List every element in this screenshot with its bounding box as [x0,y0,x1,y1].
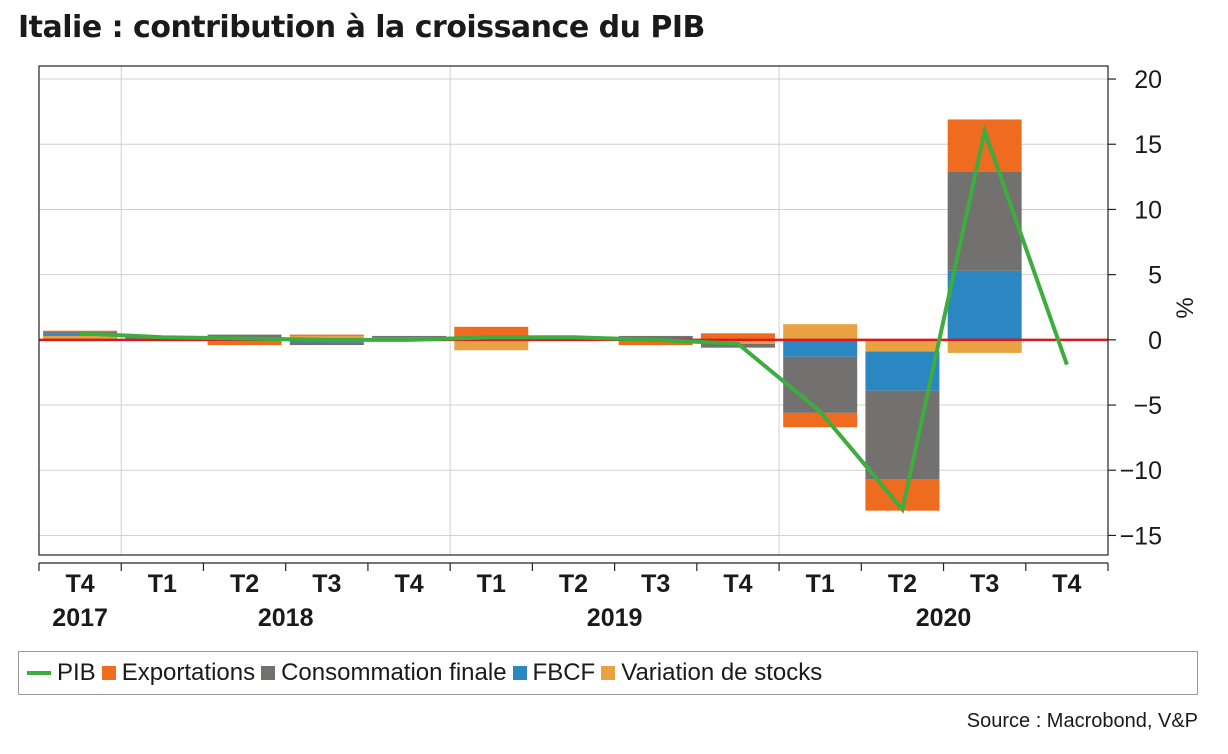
bar-consommation-finale [207,334,282,338]
bar-variation-de-stocks [865,339,940,352]
legend-label: Variation de stocks [621,659,823,686]
bar-exportations [207,341,282,346]
chart: −15 −10 −5 0 5 10 15 20% T4 T1 T2 T3 T4 T1 T2 T3 T4 T1 T2 T… [38,65,1199,632]
legend-item-variation-de-stocks: Variation de stocks [601,659,822,687]
year-label: 2020 [916,604,972,632]
x-tick-label: T2 [230,570,259,598]
bar-exportations [289,334,364,336]
legend-item-fbcf: FBCF [512,659,596,687]
year-label: 2017 [52,604,108,632]
year-label: 2019 [587,604,643,632]
bar-exportations [43,330,118,333]
legend-marker [601,666,616,680]
bar-fbcf [783,339,858,357]
bar-consommation-finale [43,332,118,334]
x-tick-label: T1 [148,570,177,598]
source-note: Source : Macrobond, V&P [966,710,1198,732]
y-tick-label: 5 [1148,262,1162,290]
x-tick-label: T3 [641,570,670,598]
legend-item-exportations: Exportations [101,659,256,687]
y-tick-label: 15 [1134,131,1162,159]
legend-label: PIB [57,659,96,686]
bar-exportations [618,341,693,346]
y-tick-label: −15 [1120,522,1162,550]
line-pib [80,123,1069,514]
x-tick-label: T4 [1052,570,1081,598]
legend-marker [512,666,527,680]
legend: PIB Exportations Consommation finale FBCF Va… [18,651,1198,695]
y-tick-label: −5 [1133,392,1162,420]
legend-item-consommation-finale: Consommation finale [261,659,507,687]
bar-fbcf [947,270,1022,340]
bar-variation-de-stocks [783,324,858,340]
bar-variation-de-stocks [947,339,1022,353]
y-tick-label: 10 [1134,196,1162,224]
legend-label: Consommation finale [281,659,507,686]
x-tick-label: T2 [559,570,588,598]
bar-consommation-finale [289,342,364,346]
bar-variation-de-stocks [454,339,529,351]
bar-consommation-finale [783,356,858,413]
year-label: 2018 [258,604,314,632]
chart-title: Italie : contribution à la croissance du… [18,10,705,45]
x-tick-label: T3 [312,570,341,598]
legend-label: Exportations [121,659,256,686]
legend-label: FBCF [532,659,596,686]
legend-marker [101,666,116,680]
bar-consommation-finale [618,335,693,339]
bar-variation-de-stocks [43,335,118,340]
y-tick-label: 0 [1148,327,1162,355]
plot-frame [38,65,1109,556]
x-tick-label: T1 [477,570,506,598]
y-axis-unit: % [1172,297,1199,318]
x-tick-label: T1 [806,570,835,598]
y-tick-label: 20 [1134,66,1162,94]
x-tick-label: T3 [970,570,999,598]
x-tick-label: T2 [888,570,917,598]
bar-consommation-finale [372,335,447,338]
legend-marker [261,666,276,680]
bar-consommation-finale [865,390,940,480]
bar-exportations [783,412,858,428]
bar-fbcf [865,351,940,391]
bar-consommation-finale [947,171,1022,271]
x-tick-label: T4 [394,570,423,598]
bar-exportations [700,333,775,340]
legend-item-pib: PIB [27,659,96,687]
x-tick-label: T4 [723,570,752,598]
legend-marker [27,671,51,675]
y-tick-label: −10 [1120,457,1162,485]
x-tick-label: T4 [66,570,95,598]
